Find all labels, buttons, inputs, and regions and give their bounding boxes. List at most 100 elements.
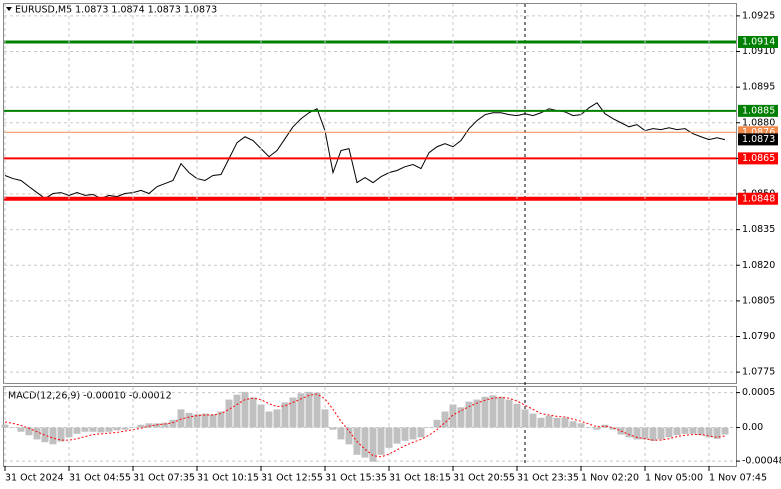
level-label: 1.0876 xyxy=(742,127,775,138)
macd-bar xyxy=(697,427,705,436)
macd-title: MACD(12,26,9) -0.00010 -0.00012 xyxy=(8,391,172,402)
macd-bar xyxy=(137,424,145,428)
y-tick-label: 0.00 xyxy=(742,422,763,433)
macd-bar xyxy=(409,427,417,440)
y-tick-label: -0.00048 xyxy=(742,456,781,467)
macd-bar xyxy=(425,427,433,429)
y-tick-label: 1.0835 xyxy=(742,224,775,235)
level-label: 1.0848 xyxy=(742,193,775,204)
macd-bar xyxy=(705,427,713,438)
macd-bar xyxy=(433,419,441,428)
x-tick-label: 31 Oct 15:35 xyxy=(325,473,387,484)
macd-bar xyxy=(65,427,73,438)
macd-bar xyxy=(721,427,729,435)
price-line xyxy=(4,102,726,200)
macd-bar xyxy=(233,394,241,428)
macd-bar xyxy=(609,427,617,430)
macd-bar xyxy=(673,427,681,436)
macd-bar xyxy=(369,427,377,462)
macd-bar xyxy=(1,424,9,428)
macd-bar xyxy=(689,427,697,434)
x-tick-label: 31 Oct 18:15 xyxy=(389,473,451,484)
macd-bar xyxy=(9,427,17,429)
macd-bar xyxy=(193,414,201,428)
macd-bar xyxy=(97,427,105,433)
macd-bar xyxy=(41,427,49,443)
macd-bar xyxy=(633,427,641,440)
macd-bar xyxy=(393,427,401,444)
macd-bar xyxy=(225,399,233,428)
macd-bar xyxy=(457,407,465,428)
macd-bar xyxy=(569,421,577,428)
macd-bar xyxy=(89,427,97,432)
y-tick-label: 1.0925 xyxy=(742,10,775,21)
macd-bar xyxy=(273,409,281,428)
macd-bar xyxy=(561,417,569,428)
x-tick-label: 31 Oct 12:55 xyxy=(261,473,323,484)
macd-bar xyxy=(185,412,193,428)
macd-bar xyxy=(489,395,497,428)
macd-bar xyxy=(553,417,561,428)
macd-bar xyxy=(313,392,321,428)
macd-bar xyxy=(473,399,481,428)
macd-bar xyxy=(449,404,457,428)
macd-bar xyxy=(25,427,33,436)
macd-bar xyxy=(345,427,353,445)
macd-bar xyxy=(105,427,113,432)
y-tick-label: 1.0910 xyxy=(742,46,775,57)
macd-bar xyxy=(601,424,609,428)
y-tick-label: 0.0005 xyxy=(742,387,775,398)
macd-bar xyxy=(169,419,177,428)
macd-bar xyxy=(585,427,593,429)
macd-bar xyxy=(129,427,137,429)
macd-bar xyxy=(249,397,257,428)
macd-bar xyxy=(625,427,633,438)
macd-bar xyxy=(329,427,337,430)
macd-bar xyxy=(17,427,25,432)
level-label: 1.0885 xyxy=(742,105,775,116)
macd-bar xyxy=(337,427,345,440)
macd-bar xyxy=(153,423,161,428)
last-price-label: 1.0873 xyxy=(742,134,775,145)
macd-bar xyxy=(33,427,41,440)
x-tick-label: 31 Oct 20:55 xyxy=(453,473,515,484)
level-label-bg xyxy=(738,192,778,205)
x-tick-label: 31 Oct 07:35 xyxy=(133,473,195,484)
macd-bar xyxy=(177,409,185,428)
x-tick-label: 1 Nov 07:45 xyxy=(709,473,767,484)
macd-bar xyxy=(161,422,169,428)
macd-bar xyxy=(441,411,449,428)
macd-bar xyxy=(641,427,649,440)
macd-bar xyxy=(281,402,289,428)
macd-bar xyxy=(665,427,673,438)
macd-bar xyxy=(217,411,225,428)
macd-bar xyxy=(121,427,129,430)
level-label-bg xyxy=(738,36,778,48)
y-tick-label: 1.0790 xyxy=(742,331,775,342)
macd-bar xyxy=(297,393,305,428)
macd-bar xyxy=(241,391,249,428)
macd-bar xyxy=(145,423,153,428)
macd-bar xyxy=(505,399,513,428)
macd-bar xyxy=(593,427,601,430)
y-tick-label: 1.0820 xyxy=(742,260,775,271)
macd-bar xyxy=(305,391,313,428)
macd-bar xyxy=(73,427,81,434)
macd-bar xyxy=(513,403,521,428)
macd-bar xyxy=(265,411,273,428)
macd-bar xyxy=(497,396,505,428)
macd-bar xyxy=(529,413,537,428)
x-tick-label: 31 Oct 2024 xyxy=(5,473,64,484)
macd-bar xyxy=(209,414,217,428)
macd-bar xyxy=(201,413,209,428)
macd-bar xyxy=(417,427,425,438)
macd-bar xyxy=(481,396,489,428)
macd-bar xyxy=(113,427,121,431)
macd-bar xyxy=(657,427,665,440)
level-label-bg xyxy=(738,152,778,165)
macd-bar xyxy=(289,397,297,428)
x-tick-label: 31 Oct 10:15 xyxy=(197,473,259,484)
macd-bar xyxy=(401,427,409,441)
